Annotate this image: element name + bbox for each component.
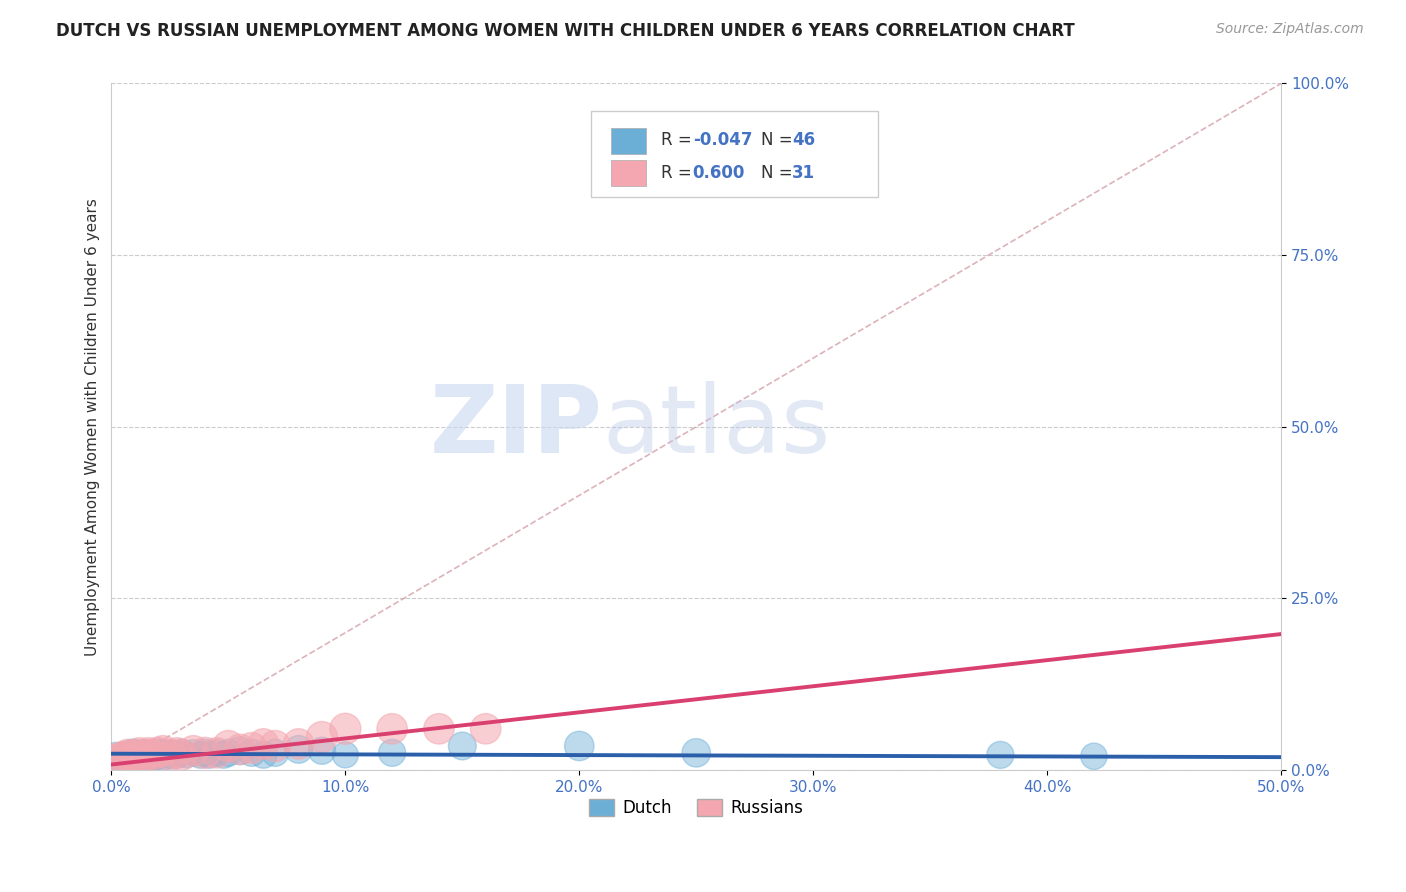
Point xyxy=(142,750,165,764)
Point xyxy=(114,747,136,762)
Point xyxy=(152,744,174,758)
Point xyxy=(159,747,181,762)
Point xyxy=(217,739,239,753)
Point xyxy=(1083,749,1105,764)
Point xyxy=(131,746,153,760)
Text: R =: R = xyxy=(661,131,697,150)
Point xyxy=(117,752,139,766)
Point xyxy=(148,746,170,760)
Point xyxy=(121,750,143,764)
Point xyxy=(451,739,474,753)
FancyBboxPatch shape xyxy=(591,111,877,197)
Point xyxy=(138,746,160,760)
Text: N =: N = xyxy=(761,131,797,150)
Point xyxy=(264,739,287,753)
Point xyxy=(170,746,193,760)
Point xyxy=(240,741,263,756)
FancyBboxPatch shape xyxy=(610,161,645,186)
Point xyxy=(181,744,204,758)
Point xyxy=(145,749,167,764)
Point xyxy=(427,722,450,736)
Point xyxy=(110,753,132,767)
Point xyxy=(205,746,228,760)
Point xyxy=(474,722,496,736)
Point xyxy=(990,747,1012,762)
Point xyxy=(121,746,143,760)
Point xyxy=(335,747,357,762)
Point xyxy=(194,746,217,760)
Point xyxy=(252,747,274,762)
Point xyxy=(131,749,153,764)
Point xyxy=(120,749,142,764)
Point xyxy=(240,746,263,760)
Point xyxy=(160,746,183,760)
Point xyxy=(212,747,235,762)
Point xyxy=(170,747,193,762)
Text: 0.600: 0.600 xyxy=(693,164,745,182)
Point xyxy=(166,747,188,762)
Text: ZIP: ZIP xyxy=(430,381,603,473)
Point xyxy=(105,753,128,767)
Point xyxy=(142,747,165,762)
Point xyxy=(217,746,239,760)
Point xyxy=(124,750,146,764)
Point xyxy=(568,739,591,753)
Point xyxy=(120,749,142,764)
Point xyxy=(311,730,333,744)
Point xyxy=(685,746,707,760)
Point xyxy=(188,747,211,762)
Point xyxy=(138,746,160,760)
Point xyxy=(194,746,217,760)
Point xyxy=(381,746,404,760)
FancyBboxPatch shape xyxy=(610,128,645,154)
Point xyxy=(148,746,170,760)
Point xyxy=(335,722,357,736)
Point xyxy=(166,746,188,760)
Point xyxy=(198,747,221,762)
Point xyxy=(128,746,150,760)
Point xyxy=(229,742,252,756)
Text: 31: 31 xyxy=(792,164,815,182)
Point xyxy=(110,750,132,764)
Point xyxy=(205,746,228,760)
Point xyxy=(112,750,135,764)
Point xyxy=(155,749,177,764)
Point xyxy=(181,746,204,760)
Point xyxy=(152,746,174,760)
Text: Source: ZipAtlas.com: Source: ZipAtlas.com xyxy=(1216,22,1364,37)
Point xyxy=(287,737,309,751)
Point xyxy=(229,744,252,758)
Text: R =: R = xyxy=(661,164,703,182)
Point xyxy=(124,747,146,762)
Point xyxy=(128,749,150,764)
Point xyxy=(124,747,146,762)
Point xyxy=(174,747,197,762)
Point xyxy=(264,746,287,760)
Point xyxy=(149,747,172,762)
Text: atlas: atlas xyxy=(603,381,831,473)
Y-axis label: Unemployment Among Women with Children Under 6 years: Unemployment Among Women with Children U… xyxy=(86,198,100,656)
Point xyxy=(252,737,274,751)
Text: -0.047: -0.047 xyxy=(693,131,752,150)
Point xyxy=(141,747,163,762)
Point xyxy=(159,747,181,762)
Point xyxy=(135,747,157,762)
Point xyxy=(105,749,128,764)
Point xyxy=(112,749,135,764)
Text: 46: 46 xyxy=(792,131,815,150)
Point xyxy=(381,722,404,736)
Point xyxy=(135,749,157,764)
Text: N =: N = xyxy=(761,164,797,182)
Point xyxy=(134,747,156,762)
Point xyxy=(117,747,139,762)
Text: DUTCH VS RUSSIAN UNEMPLOYMENT AMONG WOMEN WITH CHILDREN UNDER 6 YEARS CORRELATIO: DUTCH VS RUSSIAN UNEMPLOYMENT AMONG WOME… xyxy=(56,22,1076,40)
Legend: Dutch, Russians: Dutch, Russians xyxy=(582,792,810,823)
Point xyxy=(287,742,309,756)
Point xyxy=(311,744,333,758)
